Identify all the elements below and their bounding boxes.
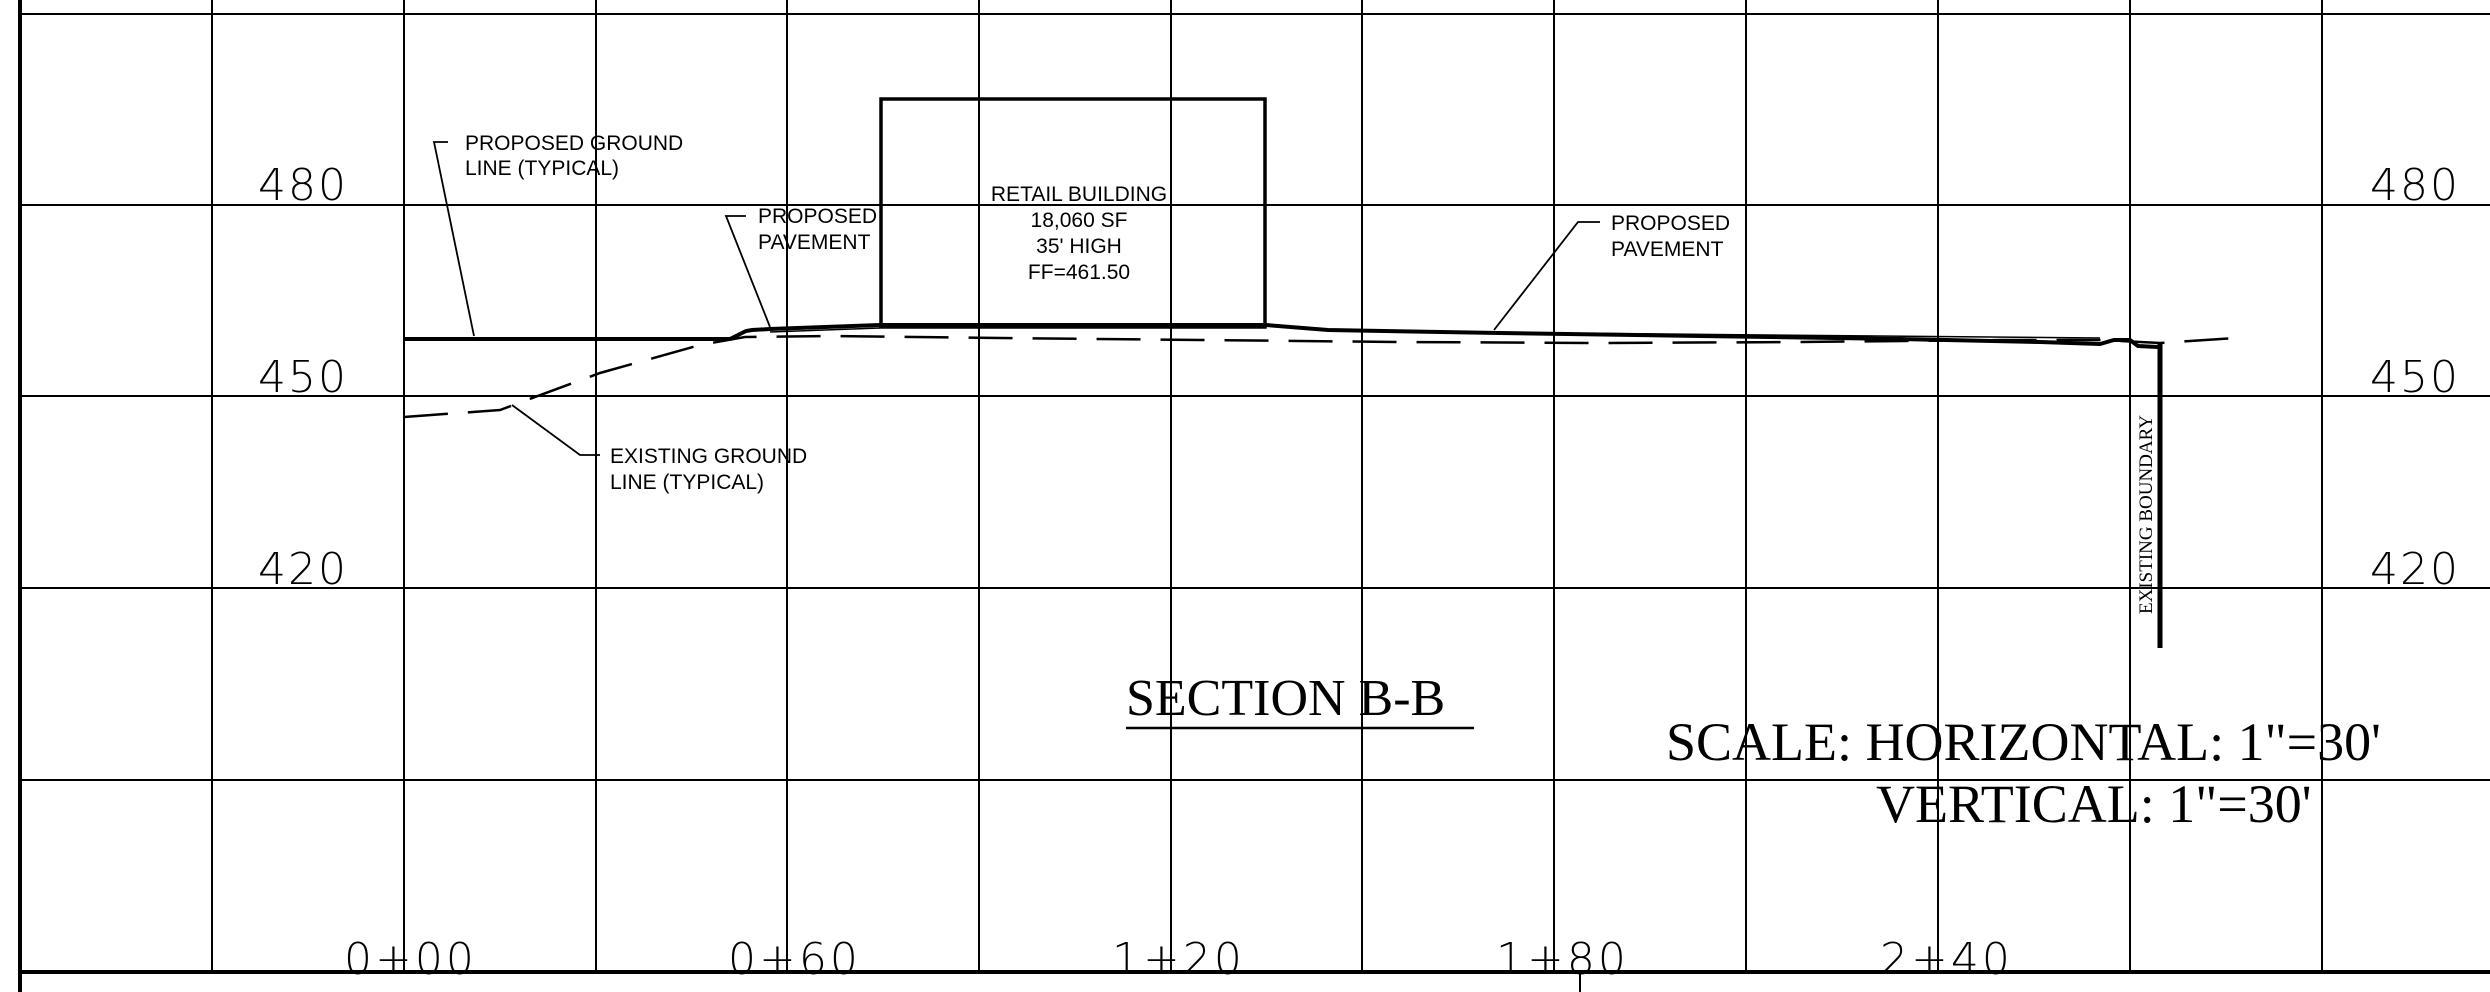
scale-horizontal: SCALE: HORIZONTAL: 1"=30': [1666, 712, 2381, 772]
elevation-label-left: 450: [258, 352, 348, 403]
proposed-pavement-right-leader: [1493, 221, 1600, 331]
proposed-ground-leader: [432, 141, 475, 337]
elevation-label-right: 480: [2370, 160, 2460, 211]
proposed-pavement-surface: [1329, 330, 2101, 339]
station-label: 2+40: [1880, 934, 2013, 985]
section-title: SECTION B-B: [1126, 670, 1445, 727]
building-name: RETAIL BUILDING: [991, 183, 1167, 206]
proposed-ground-note: PROPOSED GROUND: [465, 132, 683, 155]
station-label: 1+20: [1112, 934, 1245, 985]
proposed-pavement-right-note: PROPOSED: [1611, 212, 1730, 235]
building-area: 18,060 SF: [1031, 209, 1128, 232]
proposed-pavement-left-leader: [724, 215, 771, 328]
existing-boundary-label: EXISTING BOUNDARY: [2136, 415, 2157, 614]
station-label: 0+00: [344, 934, 477, 985]
proposed-pavement-right-note: PAVEMENT: [1611, 238, 1724, 261]
proposed-pavement-left-note: PAVEMENT: [758, 231, 871, 254]
elevation-label-right: 450: [2370, 352, 2460, 403]
elevation-label-left: 420: [258, 544, 348, 595]
station-label: 1+80: [1496, 934, 1629, 985]
proposed-pavement-left-note: PROPOSED: [758, 205, 877, 228]
retail-building-outline: [879, 97, 1267, 329]
station-label: 0+60: [728, 934, 861, 985]
existing-ground-line: [403, 334, 2236, 419]
existing-ground-note: EXISTING GROUND: [610, 445, 807, 468]
proposed-ground-note: LINE (TYPICAL): [465, 157, 619, 180]
existing-ground-leader: [511, 404, 600, 456]
building-finish-floor: FF=461.50: [1028, 261, 1130, 284]
proposed-pavement-surface: [769, 327, 881, 333]
elevation-label-right: 420: [2370, 544, 2460, 595]
elevation-label-left: 480: [258, 160, 348, 211]
building-height: 35' HIGH: [1036, 235, 1122, 258]
scale-vertical: VERTICAL: 1"=30': [1876, 774, 2311, 834]
existing-ground-note: LINE (TYPICAL): [610, 471, 764, 494]
